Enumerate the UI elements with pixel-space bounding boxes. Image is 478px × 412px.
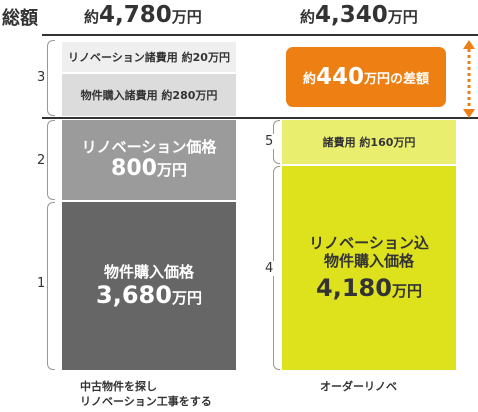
right-main-block: リノベーション込 物件購入価格 4,180万円 bbox=[282, 166, 456, 370]
bracket-3 bbox=[47, 40, 55, 116]
left-reno-fee-label: リノベーション諸費用 約20万円 bbox=[68, 51, 230, 64]
difference-unit: 万円の差額 bbox=[364, 71, 430, 87]
left-purchase-fee-block: 物件購入諸費用 約280万円 bbox=[62, 74, 236, 116]
left-total-unit: 万円 bbox=[171, 8, 202, 26]
right-main-label-line1: リノベーション込 bbox=[309, 233, 429, 252]
bracket-1 bbox=[47, 202, 55, 370]
left-caption: 中古物件を探し リノベーション工事をする bbox=[80, 380, 212, 410]
right-main-number: 4,180 bbox=[316, 273, 392, 302]
right-total-unit: 万円 bbox=[387, 8, 418, 26]
property-price-label: 物件購入価格 bbox=[103, 262, 194, 281]
right-total-prefix: 約 bbox=[300, 8, 316, 26]
left-purchase-fee-label: 物件購入諸費用 約280万円 bbox=[80, 89, 218, 102]
left-total-prefix: 約 bbox=[84, 8, 100, 26]
renovation-price-label: リノベーション価格 bbox=[81, 137, 217, 156]
bracket-2-label: 2 bbox=[36, 153, 47, 168]
right-total: 約4,340万円 bbox=[300, 2, 418, 28]
left-caption-line1: 中古物件を探し bbox=[80, 380, 157, 393]
renovation-price-number: 800 bbox=[111, 155, 157, 181]
difference-arrow-icon bbox=[463, 40, 475, 118]
bracket-4-label: 4 bbox=[264, 261, 275, 276]
right-main-label-line2: 物件購入価格 bbox=[323, 251, 414, 270]
property-price-number: 3,680 bbox=[96, 280, 172, 309]
right-main-value: 4,180万円 bbox=[316, 274, 422, 303]
renovation-price-unit: 万円 bbox=[156, 160, 187, 179]
bracket-3-label: 3 bbox=[36, 70, 47, 85]
bracket-5-label: 5 bbox=[264, 134, 275, 149]
difference-prefix: 約 bbox=[302, 71, 316, 87]
difference-badge: 約 440 万円の差額 bbox=[286, 47, 446, 107]
left-caption-line2: リノベーション工事をする bbox=[80, 394, 212, 408]
right-fee-block: 諸費用 約160万円 bbox=[282, 120, 456, 164]
left-total-value: 4,780 bbox=[99, 2, 172, 28]
right-caption: オーダーリノベ bbox=[320, 380, 397, 393]
top-rule bbox=[42, 34, 478, 36]
left-property-block: 物件購入価格 3,680万円 bbox=[62, 202, 236, 370]
bracket-2 bbox=[47, 120, 55, 200]
renovation-price-value: 800万円 bbox=[111, 156, 187, 182]
mid-rule bbox=[42, 117, 478, 119]
bracket-1-label: 1 bbox=[36, 276, 47, 291]
right-main-unit: 万円 bbox=[391, 281, 422, 300]
left-total: 約4,780万円 bbox=[84, 2, 202, 28]
property-price-value: 3,680万円 bbox=[96, 281, 202, 310]
total-heading: 総額 bbox=[2, 8, 38, 29]
left-reno-fee-block: リノベーション諸費用 約20万円 bbox=[62, 42, 236, 72]
right-total-value: 4,340 bbox=[315, 2, 388, 28]
property-price-unit: 万円 bbox=[171, 288, 202, 307]
difference-value: 440 bbox=[315, 64, 364, 90]
left-renovation-block: リノベーション価格 800万円 bbox=[62, 120, 236, 200]
right-fee-label: 諸費用 約160万円 bbox=[322, 136, 416, 149]
